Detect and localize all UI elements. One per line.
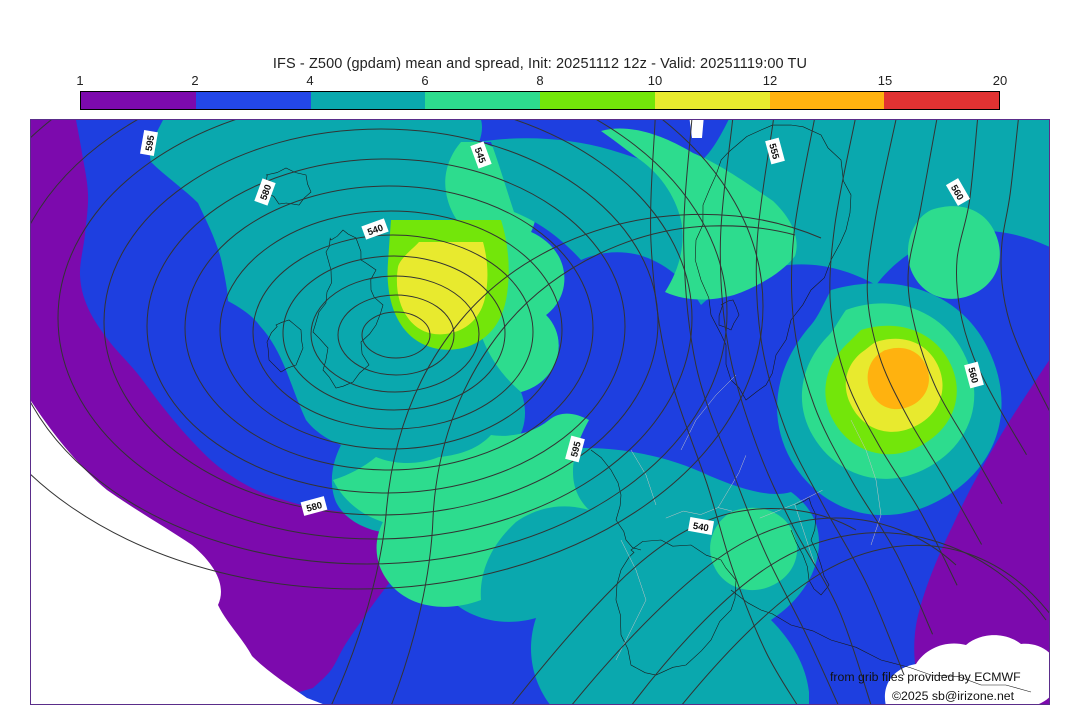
svg-text:©2025 sb@irizone.net: ©2025 sb@irizone.net (892, 689, 1015, 703)
svg-text:from grib files provided by EC: from grib files provided by ECMWF (830, 670, 1021, 684)
